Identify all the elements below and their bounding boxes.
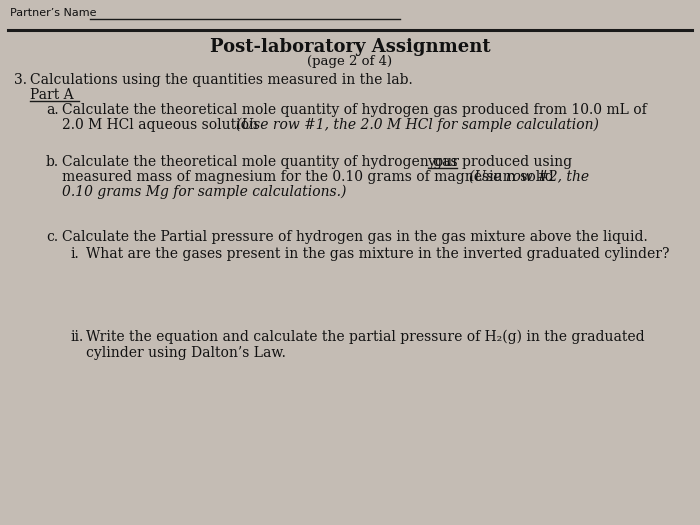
- Text: (Use row #1, the 2.0 M HCl for sample calculation): (Use row #1, the 2.0 M HCl for sample ca…: [236, 118, 599, 132]
- Text: Write the equation and calculate the partial pressure of H₂(g) in the graduated: Write the equation and calculate the par…: [86, 330, 645, 344]
- Text: (Use row #2, the: (Use row #2, the: [469, 170, 589, 184]
- Text: 0.10 grams Mg for sample calculations.): 0.10 grams Mg for sample calculations.): [62, 185, 347, 200]
- Text: Calculate the theoretical mole quantity of hydrogen gas produced using: Calculate the theoretical mole quantity …: [62, 155, 577, 169]
- Text: Post-laboratory Assignment: Post-laboratory Assignment: [210, 38, 490, 56]
- Text: 3.: 3.: [14, 73, 27, 87]
- Text: b.: b.: [46, 155, 59, 169]
- Text: a.: a.: [46, 103, 59, 117]
- Text: cylinder using Dalton’s Law.: cylinder using Dalton’s Law.: [86, 346, 286, 360]
- Text: Calculate the Partial pressure of hydrogen gas in the gas mixture above the liqu: Calculate the Partial pressure of hydrog…: [62, 230, 648, 244]
- Text: Partner’s Name: Partner’s Name: [10, 8, 97, 18]
- Text: c.: c.: [46, 230, 58, 244]
- Text: measured mass of magnesium for the 0.10 grams of magnesium solid: measured mass of magnesium for the 0.10 …: [62, 170, 558, 184]
- Text: i.: i.: [70, 247, 78, 261]
- Text: Calculate the theoretical mole quantity of hydrogen gas produced from 10.0 mL of: Calculate the theoretical mole quantity …: [62, 103, 647, 117]
- Text: Part A: Part A: [30, 88, 74, 102]
- Text: ii.: ii.: [70, 330, 83, 344]
- Text: 2.0 M HCl aqueous solution: 2.0 M HCl aqueous solution: [62, 118, 262, 132]
- Text: (page 2 of 4): (page 2 of 4): [307, 55, 393, 68]
- Text: Calculations using the quantities measured in the lab.: Calculations using the quantities measur…: [30, 73, 413, 87]
- Text: your: your: [428, 155, 460, 169]
- Text: What are the gases present in the gas mixture in the inverted graduated cylinder: What are the gases present in the gas mi…: [86, 247, 669, 261]
